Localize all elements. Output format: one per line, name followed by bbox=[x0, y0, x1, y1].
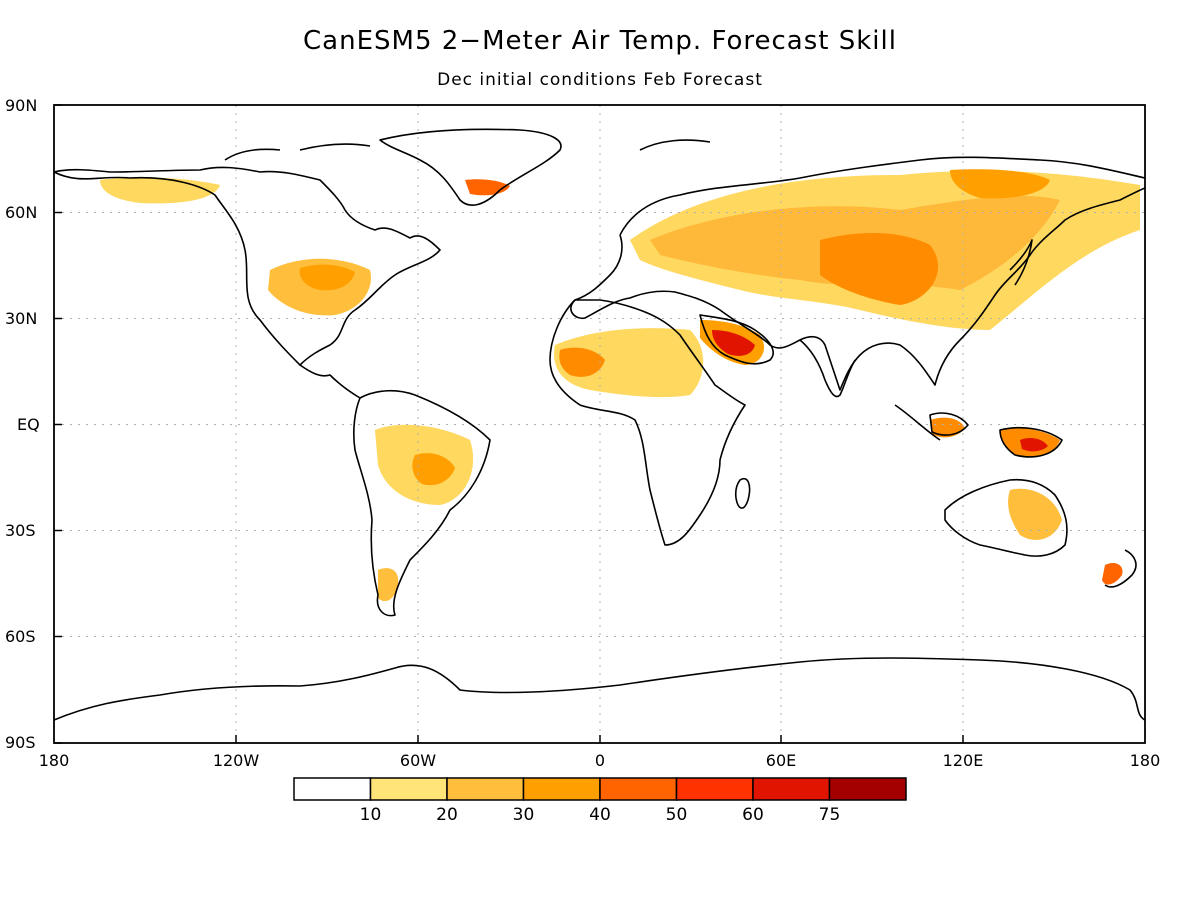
lat-label-30n: 30N bbox=[5, 309, 37, 328]
colorbar-box-4 bbox=[599, 777, 678, 801]
colorbar-box-7 bbox=[828, 777, 907, 801]
lon-label-60w: 60W bbox=[400, 751, 436, 770]
lat-label-60s: 60S bbox=[5, 627, 36, 646]
colorbar-box-1 bbox=[369, 777, 448, 801]
colorbar-label-10: 10 bbox=[360, 805, 382, 825]
lon-label-60e: 60E bbox=[766, 751, 796, 770]
lat-label-30s: 30S bbox=[5, 521, 36, 540]
colorbar-label-50: 50 bbox=[666, 805, 688, 825]
lon-label-180e: 180 bbox=[1130, 751, 1161, 770]
coastlines bbox=[53, 128, 1146, 721]
colorbar: 10 20 30 40 50 60 75 bbox=[293, 777, 907, 825]
colorbar-label-20: 20 bbox=[436, 805, 458, 825]
map-title: CanESM5 2−Meter Air Temp. Forecast Skill bbox=[303, 26, 897, 56]
skill-shading bbox=[100, 169, 1140, 602]
colorbar-label-30: 30 bbox=[513, 805, 535, 825]
lon-label-0: 0 bbox=[595, 751, 605, 770]
lon-label-120w: 120W bbox=[213, 751, 260, 770]
lat-label-eq: EQ bbox=[17, 415, 40, 434]
lon-label-120e: 120E bbox=[943, 751, 984, 770]
lon-label-180w: 180 bbox=[39, 751, 70, 770]
colorbar-box-0 bbox=[293, 777, 372, 801]
colorbar-box-5 bbox=[675, 777, 754, 801]
graticule bbox=[54, 105, 1145, 743]
colorbar-box-6 bbox=[752, 777, 831, 801]
colorbar-label-60: 60 bbox=[742, 805, 764, 825]
colorbar-box-3 bbox=[522, 777, 601, 801]
lat-label-60n: 60N bbox=[5, 203, 37, 222]
lat-label-90n: 90N bbox=[5, 96, 37, 115]
tick-marks bbox=[54, 104, 964, 744]
map-subtitle: Dec initial conditions Feb Forecast bbox=[437, 70, 763, 90]
colorbar-box-2 bbox=[446, 777, 525, 801]
lat-label-90s: 90S bbox=[5, 733, 36, 752]
colorbar-label-40: 40 bbox=[589, 805, 611, 825]
colorbar-label-75: 75 bbox=[819, 805, 841, 825]
